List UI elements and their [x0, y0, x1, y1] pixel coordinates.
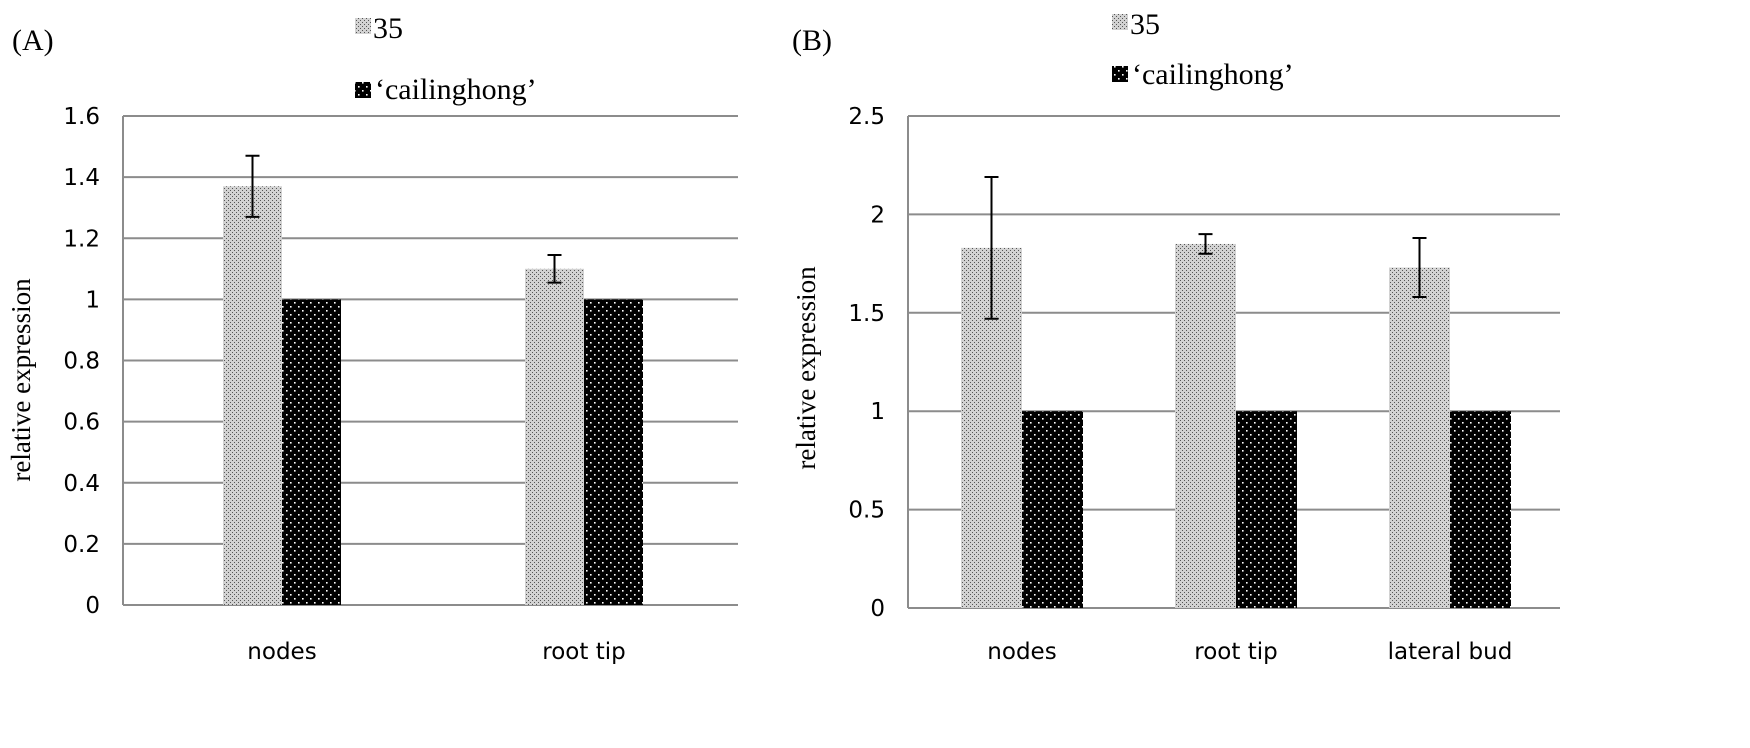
panel-a-ylabel: relative expression	[6, 278, 36, 482]
panel-a-legend-cailinghong: ‘cailinghong’	[375, 73, 537, 106]
panel-a-ytick-label: 0.4	[63, 471, 100, 497]
panel-a-legend: 35 ‘cailinghong’	[355, 12, 537, 106]
panel-a-bar-cailinghong	[584, 299, 643, 605]
panel-b-bar-35	[1175, 243, 1236, 609]
panel-b-error-bar	[984, 176, 999, 320]
panel-a-bar-35	[223, 186, 282, 605]
panel-b-legend-swatch-cailinghong	[1112, 66, 1128, 82]
panel-b-error-bar	[1412, 237, 1427, 299]
panel-a-category-label: root tip	[542, 639, 625, 665]
panel-b-bar-cailinghong	[1022, 411, 1083, 608]
panel-a-ytick-label: 1	[85, 287, 100, 313]
panel-a-chart: (A) 35 ‘cailinghong’ 0 0.2 0.4 0.6 0.8 1 1.2 1.…	[6, 12, 738, 665]
panel-a-legend-swatch-35	[355, 18, 371, 34]
panel-b-legend-cailinghong: ‘cailinghong’	[1132, 58, 1294, 91]
panel-a-ytick-label: 0.2	[63, 532, 100, 558]
panel-a-ytick-label: 0	[85, 593, 100, 619]
panel-a-bar-35	[525, 268, 584, 605]
panel-a-bar-cailinghong	[282, 299, 341, 605]
panel-b-category-label: lateral bud	[1388, 639, 1513, 665]
panel-b-ytick-label: 1.5	[848, 301, 885, 327]
panel-b-label: (B)	[792, 24, 832, 57]
panel-a-legend-swatch-cailinghong	[355, 82, 371, 98]
panel-b-chart: (B) 35 ‘cailinghong’ 0 0.5 1 1.5 2 2.5 nodes r…	[791, 8, 1560, 665]
panel-a-ytick-label: 1.6	[63, 104, 100, 130]
panel-a-ytick-label: 0.6	[63, 410, 100, 436]
panel-b-ytick-label: 1	[870, 399, 885, 425]
panel-b-ylabel: relative expression	[791, 266, 821, 470]
panel-b-bar-cailinghong	[1236, 411, 1297, 608]
panel-b-legend-swatch-35	[1112, 14, 1128, 30]
panel-a-legend-35: 35	[373, 12, 403, 45]
panel-b-ytick-label: 2	[870, 202, 885, 228]
panel-a-label: (A)	[12, 24, 54, 57]
panel-b-legend: 35 ‘cailinghong’	[1112, 8, 1294, 91]
panel-b-category-label: nodes	[987, 639, 1056, 665]
panel-a-category-label: nodes	[247, 639, 316, 665]
panel-a-ytick-label: 1.2	[63, 226, 100, 252]
panel-a-error-bar	[547, 254, 562, 284]
panel-b-ytick-label: 2.5	[848, 104, 885, 130]
panel-b-ytick-label: 0.5	[848, 498, 885, 524]
panel-b-legend-35: 35	[1130, 8, 1160, 41]
panel-b-category-label: root tip	[1194, 639, 1277, 665]
panel-a-ytick-label: 0.8	[63, 349, 100, 375]
panel-a-ytick-label: 1.4	[63, 165, 100, 191]
panel-b-bar-35	[1389, 267, 1450, 608]
panel-b-bar-cailinghong	[1450, 411, 1511, 608]
panel-b-ytick-label: 0	[870, 596, 885, 622]
panel-a-error-bar	[245, 154, 260, 218]
panel-b-error-bar	[1198, 233, 1213, 255]
